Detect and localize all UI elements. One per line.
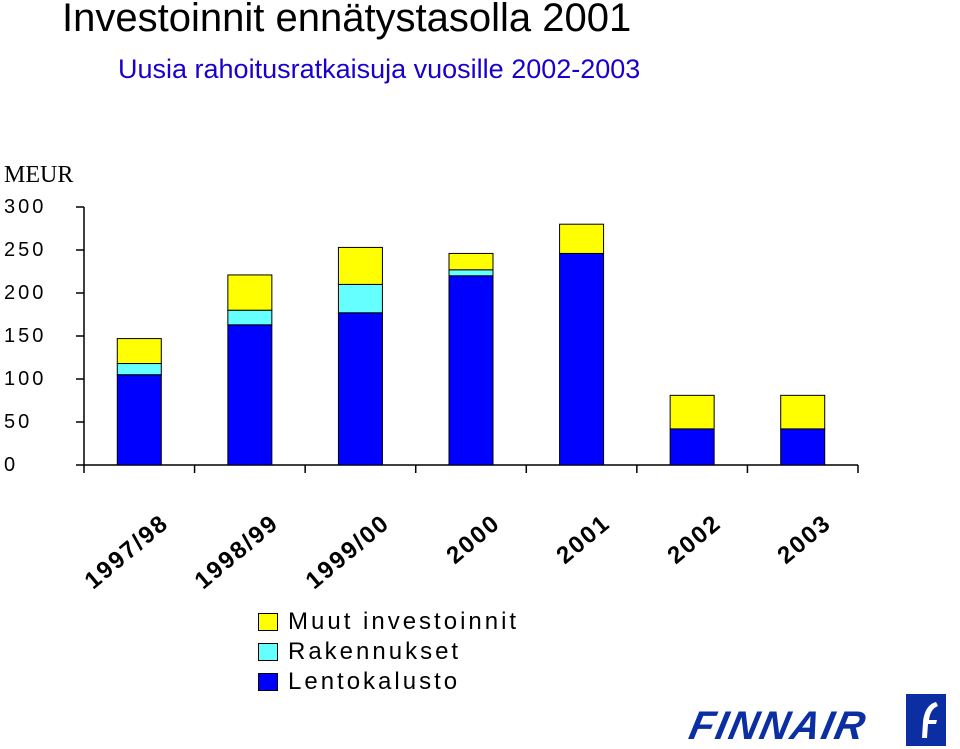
bar-segment-rakennukset-3 <box>448 269 494 277</box>
bar-segment-rakennukset-0 <box>116 363 162 376</box>
legend-item-lentokalusto: Lentokalusto <box>258 667 519 697</box>
bar-segment-lentokalusto-0 <box>116 374 162 466</box>
bar-segment-muut-0 <box>116 338 162 365</box>
y-tick-label: 200 <box>4 282 47 304</box>
legend-label-muut: Muut investoinnit <box>288 608 520 635</box>
legend-swatch-rakennukset <box>258 643 278 661</box>
bar-segment-muut-1 <box>227 274 273 311</box>
bar-segment-lentokalusto-2 <box>337 312 383 466</box>
bar-segment-muut-4 <box>559 223 605 254</box>
y-tick-label: 250 <box>4 239 47 261</box>
y-axis-unit-label: MEUR <box>4 162 74 188</box>
bar-segment-lentokalusto-5 <box>669 428 715 466</box>
page-subtitle: Uusia rahoitusratkaisuja vuosille 2002-2… <box>118 54 641 84</box>
legend-swatch-muut <box>258 613 278 631</box>
y-tick-label: 50 <box>4 411 33 433</box>
y-tick-label: 150 <box>4 325 47 347</box>
finnair-f-mark-icon <box>906 694 946 746</box>
bar-segment-muut-5 <box>669 394 715 430</box>
bar-segment-rakennukset-2 <box>337 283 383 314</box>
bar-segment-lentokalusto-6 <box>780 428 826 466</box>
bar-segment-lentokalusto-1 <box>227 324 273 466</box>
legend-label-lentokalusto: Lentokalusto <box>288 668 461 695</box>
legend-label-rakennukset: Rakennukset <box>288 638 462 665</box>
finnair-logo-text: FINNAIR <box>685 704 872 748</box>
chart-legend: Muut investoinnit Rakennukset Lentokalus… <box>258 607 519 697</box>
bar-segment-lentokalusto-4 <box>559 252 605 466</box>
legend-item-muut: Muut investoinnit <box>258 607 519 637</box>
page-title: Investoinnit ennätystasolla 2001 <box>62 0 632 40</box>
bar-segment-muut-6 <box>780 394 826 430</box>
finnair-logo: FINNAIR <box>685 694 956 748</box>
bar-segment-lentokalusto-3 <box>448 275 494 466</box>
y-tick-label: 100 <box>4 368 47 390</box>
y-tick-label: 0 <box>4 454 19 476</box>
legend-item-rakennukset: Rakennukset <box>258 637 519 667</box>
bar-segment-rakennukset-1 <box>227 309 273 326</box>
bar-segment-muut-3 <box>448 252 494 271</box>
legend-swatch-lentokalusto <box>258 673 278 691</box>
y-tick-label: 300 <box>4 196 47 218</box>
bar-segment-muut-2 <box>337 246 383 285</box>
